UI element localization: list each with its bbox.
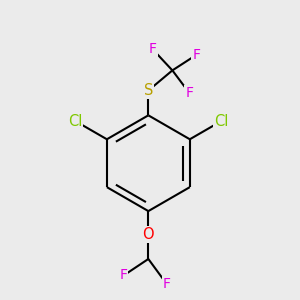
Text: F: F <box>163 277 170 291</box>
Text: S: S <box>144 83 153 98</box>
Text: F: F <box>192 48 200 62</box>
Text: F: F <box>120 268 128 283</box>
Text: Cl: Cl <box>214 114 229 129</box>
Text: Cl: Cl <box>68 114 83 129</box>
Text: F: F <box>185 86 193 100</box>
Text: F: F <box>149 42 157 56</box>
Text: O: O <box>142 227 154 242</box>
